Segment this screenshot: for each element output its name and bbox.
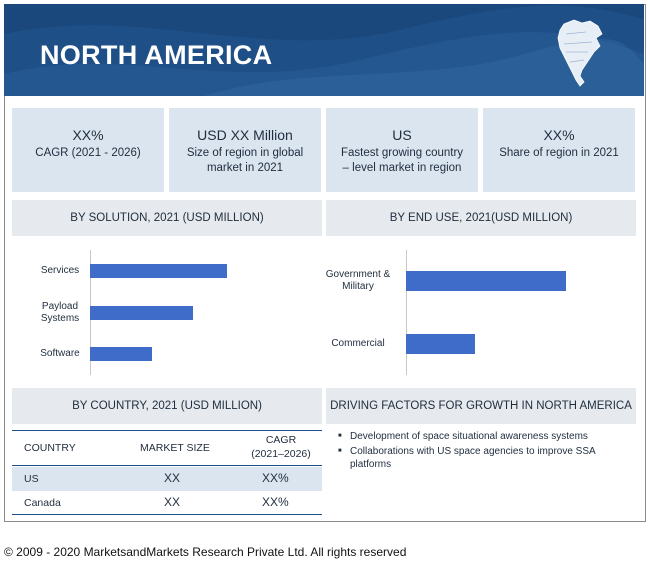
drivers-list: Development of space situational awarene… (338, 430, 634, 473)
banner-wave-decoration (4, 4, 644, 96)
kpi-value: USD XX Million (197, 127, 293, 143)
driver-item: Development of space situational awarene… (338, 430, 634, 443)
category-label: Commercial (331, 337, 385, 349)
category-label: Software (40, 348, 80, 360)
header-country: COUNTRY (24, 442, 76, 454)
kpi-label: Fastest growing country – level market i… (340, 147, 464, 174)
country-table-header: COUNTRY MARKET SIZE CAGR (2021–2026) (12, 430, 322, 466)
kpi-market-size: USD XX Million Size of region in global … (169, 108, 321, 192)
category-label: Government & Military (325, 269, 391, 293)
region-banner: NORTH AMERICA (4, 4, 644, 96)
kpi-label: Size of region in global market in 2021 (186, 147, 304, 174)
cell-cagr: XX% (262, 495, 289, 509)
kpi-region-share: XX% Share of region in 2021 (483, 108, 635, 192)
bar-software (90, 347, 152, 362)
cell-cagr: XX% (262, 471, 289, 485)
bar-services (90, 263, 227, 278)
chart-axis-line (406, 250, 407, 375)
section-by-solution: BY SOLUTION, 2021 (USD MILLION) (12, 200, 322, 236)
kpi-label: Share of region in 2021 (499, 147, 619, 159)
north-america-map-icon (557, 19, 603, 87)
category-label: Services (40, 264, 80, 276)
kpi-value: XX% (543, 127, 575, 143)
header-cagr: CAGR (265, 434, 297, 446)
region-title: NORTH AMERICA (40, 40, 273, 70)
kpi-cagr: XX% CAGR (2021 - 2026) (12, 108, 164, 192)
bar-payload-systems (90, 305, 193, 320)
kpi-label: CAGR (2021 - 2026) (35, 147, 141, 159)
section-drivers: DRIVING FACTORS FOR GROWTH IN NORTH AMER… (326, 388, 636, 424)
section-by-end-use: BY END USE, 2021(USD MILLION) (326, 200, 636, 236)
bar-government-military (406, 271, 566, 292)
kpi-fastest-country: US Fastest growing country – level marke… (326, 108, 478, 192)
cell-market-size: XX (164, 495, 181, 509)
cell-country: Canada (24, 497, 61, 509)
driver-item: Collaborations with US space agencies to… (338, 445, 634, 471)
copyright-notice: © 2009 - 2020 MarketsandMarkets Research… (4, 545, 407, 559)
kpi-value: US (392, 127, 412, 143)
cell-country: US (24, 473, 39, 485)
header-cagr-period: (2021–2026) (251, 448, 311, 460)
cell-market-size: XX (164, 471, 181, 485)
section-by-country: BY COUNTRY, 2021 (USD MILLION) (12, 388, 322, 424)
header-market-size: MARKET SIZE (140, 442, 210, 454)
category-label: Payload Systems (40, 300, 80, 324)
kpi-value: XX% (72, 127, 104, 143)
table-row: Canada XX XX% (12, 491, 322, 515)
bar-commercial (406, 333, 475, 354)
table-row: US XX XX% (12, 467, 322, 491)
